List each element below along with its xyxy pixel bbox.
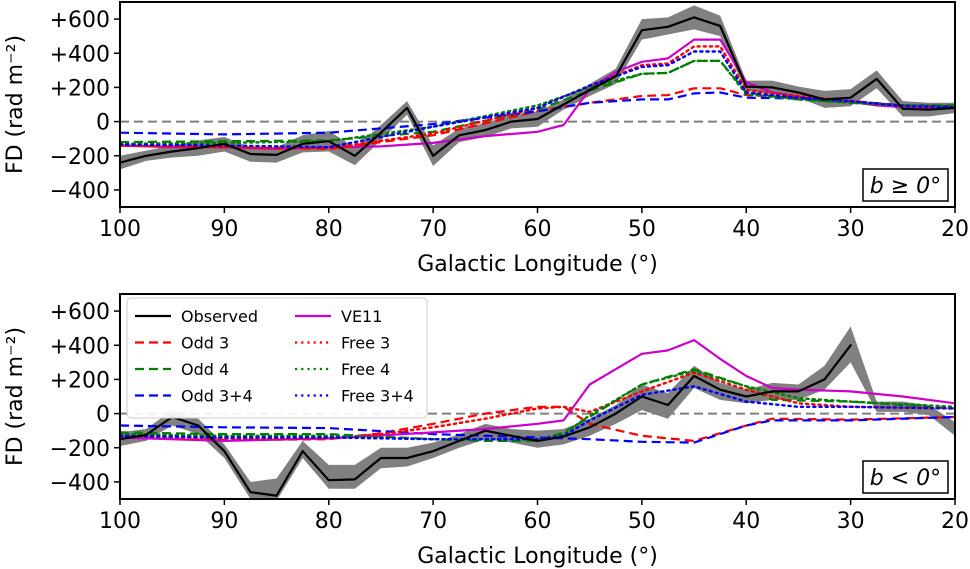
x-tick-label: 20 [941, 217, 969, 242]
panel-bottom: 100 90 80 70 60 50 40 30 20 −400 −200 0 +200 +400 +600… [3, 293, 969, 569]
x-tick-label: 80 [315, 509, 343, 534]
legend-label: Observed [181, 307, 258, 326]
y-tick-label: +400 [50, 42, 110, 67]
x-tick-label: 30 [837, 217, 865, 242]
x-tick-label: 30 [837, 509, 865, 534]
series-free-3-4 [120, 385, 955, 441]
legend-label: Free 3 [341, 334, 390, 353]
legend-label: Odd 4 [181, 360, 229, 379]
x-tick-label: 100 [99, 217, 141, 242]
y-axis-label: FD (rad m⁻²) [3, 35, 28, 174]
legend-label: Odd 3+4 [181, 387, 253, 406]
x-tick-label: 70 [419, 509, 447, 534]
y-axis-label: FD (rad m⁻²) [3, 327, 28, 466]
panel-top: 100 90 80 70 60 50 40 30 20 −400 −200 0 +200 +400 +600… [3, 1, 969, 277]
x-tick-label: 50 [628, 217, 656, 242]
y-tick-label: +600 [50, 8, 110, 33]
y-tick-label: +200 [50, 76, 110, 101]
y-tick-label: −400 [50, 471, 110, 496]
series-observed [120, 16, 955, 164]
series-odd-3-4 [120, 415, 955, 444]
x-tick-label: 90 [210, 509, 238, 534]
series-free-4 [120, 59, 955, 145]
legend-label: Free 3+4 [341, 387, 414, 406]
series-observed [120, 344, 852, 497]
x-tick-label: 40 [732, 217, 760, 242]
y-tick-label: 0 [96, 403, 110, 428]
x-axis-label: Galactic Longitude (°) [417, 252, 658, 277]
series-odd-4 [120, 368, 955, 442]
y-tick-label: +400 [50, 334, 110, 359]
legend-frame [126, 297, 428, 419]
legend: Observed Odd 3 Odd 4 Odd 3+4 VE11 Free 3 Free … [126, 297, 428, 419]
y-tick-label: 0 [96, 111, 110, 136]
y-tick-label: −200 [50, 437, 110, 462]
x-tick-label: 90 [210, 217, 238, 242]
legend-label: VE11 [341, 307, 382, 326]
x-tick-label: 60 [524, 217, 552, 242]
x-tick-label: 70 [419, 217, 447, 242]
latitude-annotation-box [862, 460, 949, 494]
y-tick-label: +600 [50, 300, 110, 325]
x-tick-label: 60 [524, 509, 552, 534]
series-ve11 [120, 339, 955, 442]
plot-area-bottom [120, 326, 955, 499]
x-axis-label: Galactic Longitude (°) [417, 544, 658, 569]
latitude-annotation: b < 0° [870, 466, 941, 491]
x-tick-label: 20 [941, 509, 969, 534]
x-tick-label: 100 [99, 509, 141, 534]
legend-label: Odd 3 [181, 334, 229, 353]
plot-area-top [120, 5, 955, 170]
y-tick-label: −400 [50, 179, 110, 204]
y-tick-label: −200 [50, 145, 110, 170]
y-tick-label: +200 [50, 368, 110, 393]
series-free-3-4 [120, 50, 955, 149]
legend-label: Free 4 [341, 360, 390, 379]
latitude-annotation-box [862, 168, 949, 202]
x-tick-label: 40 [732, 509, 760, 534]
x-tick-label: 50 [628, 509, 656, 534]
observed-uncertainty-band [120, 5, 955, 170]
series-free-4 [120, 369, 955, 441]
x-tick-label: 80 [315, 217, 343, 242]
latitude-annotation: b ≥ 0° [870, 174, 941, 199]
